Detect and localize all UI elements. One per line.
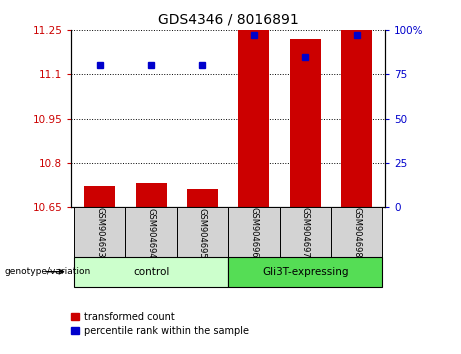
Bar xyxy=(341,30,372,207)
Bar xyxy=(84,187,115,207)
Text: GSM904693: GSM904693 xyxy=(95,207,104,258)
Legend: transformed count, percentile rank within the sample: transformed count, percentile rank withi… xyxy=(71,312,249,336)
Bar xyxy=(290,39,321,207)
Bar xyxy=(74,257,228,287)
Bar xyxy=(74,207,125,257)
Bar xyxy=(228,207,279,257)
Title: GDS4346 / 8016891: GDS4346 / 8016891 xyxy=(158,12,299,26)
Text: GSM904697: GSM904697 xyxy=(301,207,310,258)
Bar xyxy=(177,207,228,257)
Bar xyxy=(125,207,177,257)
Text: GSM904694: GSM904694 xyxy=(147,207,156,258)
Text: GSM904695: GSM904695 xyxy=(198,207,207,258)
Bar xyxy=(279,207,331,257)
Text: genotype/variation: genotype/variation xyxy=(5,267,91,276)
Bar xyxy=(331,207,382,257)
Text: GSM904698: GSM904698 xyxy=(352,207,361,258)
Bar xyxy=(187,189,218,207)
Bar xyxy=(238,30,269,207)
Text: GSM904696: GSM904696 xyxy=(249,207,258,258)
Bar xyxy=(136,183,166,207)
Text: Gli3T-expressing: Gli3T-expressing xyxy=(262,267,349,277)
Bar xyxy=(228,257,382,287)
Text: control: control xyxy=(133,267,169,277)
